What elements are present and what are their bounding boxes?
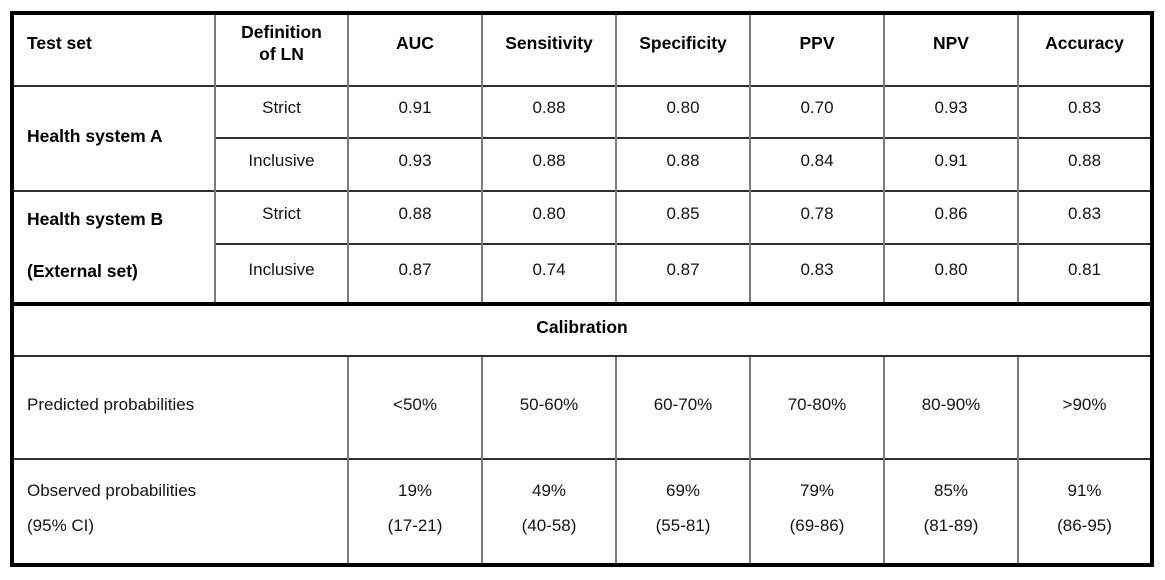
observed-value: 91% (1067, 480, 1102, 500)
observed-value: 69% (665, 480, 701, 500)
metric-value-cell: 0.88 (481, 85, 616, 138)
col-header-accuracy: Accuracy (1017, 12, 1152, 86)
row-system-a-strict: Health system A Strict 0.91 0.88 0.80 0.… (11, 85, 1152, 191)
observed-label-line1: Observed probabilities (27, 480, 197, 500)
col-header-sensitivity: Sensitivity (481, 12, 616, 86)
observed-ci: (40-58) (521, 516, 577, 535)
metric-value-cell: 0.91 (347, 85, 482, 138)
predicted-bin-cell: >90% (1017, 355, 1152, 459)
metric-value-cell: 0.88 (615, 137, 750, 191)
observed-value: 49% (531, 480, 567, 500)
col-header-specificity: Specificity (615, 12, 750, 86)
metric-value-cell: 0.85 (615, 190, 750, 244)
metric-value-cell: 0.80 (883, 243, 1018, 304)
metric-value-cell: 0.88 (347, 190, 482, 244)
observed-value: 79% (799, 480, 835, 500)
col-header-definition-of-ln: Definition of LN (214, 12, 348, 86)
col-header-npv: NPV (883, 12, 1018, 86)
group-b-name-line1: Health system B (27, 208, 164, 229)
observed-ci: (69-86) (789, 516, 845, 535)
observed-ci: (81-89) (923, 516, 979, 535)
predicted-probabilities-label: Predicted probabilities (11, 355, 348, 459)
performance-calibration-table: Test set Definition of LN AUC Sensitivit… (10, 11, 1154, 567)
metric-value-cell: 0.88 (481, 137, 616, 191)
observed-value-cell: 19% (17-21) (347, 458, 482, 565)
calibration-section-title: Calibration (11, 302, 1152, 356)
group-name-health-system-b: Health system B (External set) (11, 190, 215, 304)
metric-value-cell: 0.74 (481, 243, 616, 304)
metric-value-cell: 0.80 (615, 85, 750, 138)
metric-value-cell: 0.87 (615, 243, 750, 304)
row-system-a-inclusive: Inclusive 0.93 0.88 0.88 0.84 0.91 0.88 (12, 137, 1152, 191)
predicted-bin-cell: <50% (347, 355, 482, 459)
col-header-auc: AUC (347, 12, 482, 86)
predicted-bin-cell: 70-80% (749, 355, 884, 459)
metric-value-cell: 0.80 (481, 190, 616, 244)
group-a-name-line: Health system A (27, 126, 163, 146)
definition-header-line1: Definition (241, 21, 322, 42)
observed-ci: (55-81) (655, 516, 711, 535)
definition-cell: Inclusive (214, 243, 348, 304)
observed-value: 19% (397, 480, 433, 500)
observed-value-cell: 49% (40-58) (481, 458, 616, 565)
metric-value-cell: 0.70 (749, 85, 884, 138)
row-predicted-probabilities: Predicted probabilities <50% 50-60% 60-7… (11, 355, 1152, 459)
metric-value-cell: 0.78 (749, 190, 884, 244)
metric-value-cell: 0.91 (883, 137, 1018, 191)
metric-value-cell: 0.83 (1017, 190, 1152, 244)
definition-cell: Inclusive (214, 137, 348, 191)
observed-value-cell: 79% (69-86) (749, 458, 884, 565)
observed-ci: (86-95) (1057, 516, 1112, 535)
metric-value-cell: 0.84 (749, 137, 884, 191)
metric-value-cell: 0.93 (883, 85, 1018, 138)
row-system-b-inclusive: Inclusive 0.87 0.74 0.87 0.83 0.80 0.81 (12, 243, 1152, 304)
metric-value-cell: 0.83 (749, 243, 884, 304)
observed-value-cell: 91% (86-95) (1017, 458, 1152, 565)
header-row: Test set Definition of LN AUC Sensitivit… (11, 12, 1152, 86)
metric-value-cell: 0.87 (347, 243, 482, 304)
metric-value-cell: 0.81 (1017, 243, 1152, 304)
predicted-bin-cell: 50-60% (481, 355, 616, 459)
definition-cell: Strict (214, 190, 348, 244)
metric-value-cell: 0.93 (347, 137, 482, 191)
definition-cell: Strict (214, 85, 348, 138)
metric-value-cell: 0.83 (1017, 85, 1152, 138)
group-b-name-line2: (External set) (27, 260, 138, 281)
col-header-test-set: Test set (11, 12, 215, 86)
predicted-bin-cell: 80-90% (883, 355, 1018, 459)
metric-value-cell: 0.88 (1017, 137, 1152, 191)
predicted-bin-cell: 60-70% (615, 355, 750, 459)
observed-value-cell: 85% (81-89) (883, 458, 1018, 565)
metric-value-cell: 0.86 (883, 190, 1018, 244)
group-name-health-system-a: Health system A (11, 85, 215, 191)
definition-header-line2: of LN (259, 43, 304, 64)
observed-value: 85% (933, 480, 969, 500)
row-system-b-strict: Health system B (External set) Strict 0.… (11, 190, 1152, 304)
observed-ci: (17-21) (387, 516, 443, 535)
calibration-section-row: Calibration (11, 302, 1152, 356)
observed-label-line2: (95% CI) (27, 516, 95, 535)
observed-value-cell: 69% (55-81) (615, 458, 750, 565)
col-header-ppv: PPV (749, 12, 884, 86)
observed-probabilities-label: Observed probabilities (95% CI) (11, 458, 348, 565)
row-observed-probabilities: Observed probabilities (95% CI) 19% (17-… (11, 458, 1152, 565)
